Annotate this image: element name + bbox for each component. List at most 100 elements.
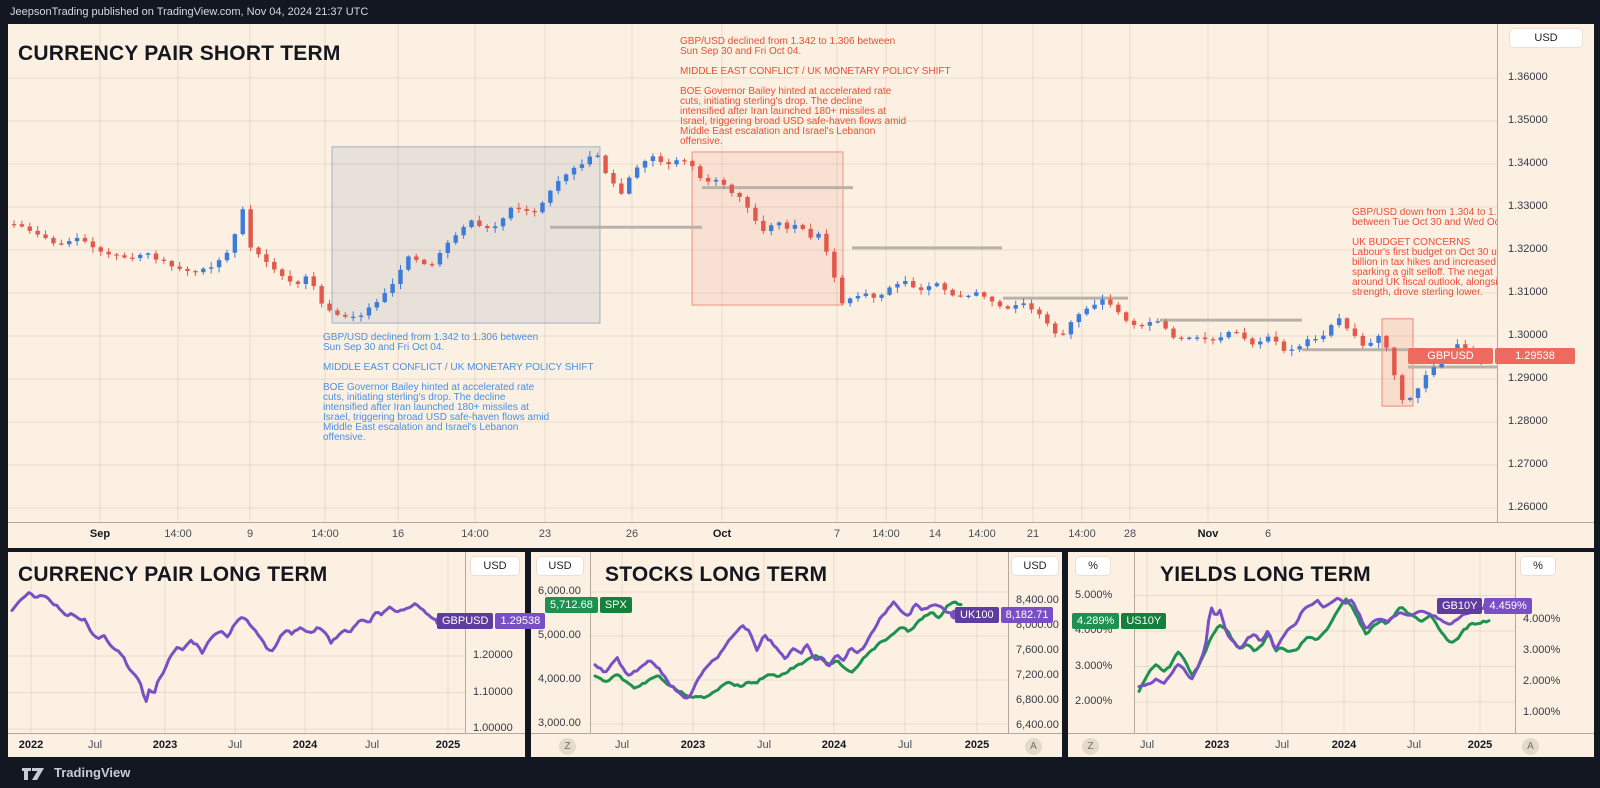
candlestick-svg — [8, 24, 1497, 522]
time-tick: 14:00 — [461, 528, 489, 540]
price-tick: 1.30000 — [1508, 329, 1548, 341]
last-price-label: GBPUSD 1.29538 — [1408, 347, 1575, 364]
time-tick: 2023 — [680, 739, 706, 751]
annotation-note: GBP/USD declined from 1.342 to 1.306 bet… — [680, 36, 951, 147]
price-tick: 1.32000 — [1508, 243, 1548, 255]
annotation-note: GBP/USD declined from 1.342 to 1.306 bet… — [323, 332, 594, 443]
chart-panel-stocks-long-term[interactable]: USD 6,000.00 5,000.00 4,000.00 3,000.00 USD… — [531, 552, 1062, 757]
axis-currency-button[interactable]: USD — [471, 557, 519, 575]
price-tick: 8,400.00 — [1016, 594, 1059, 606]
time-tick: 28 — [1123, 528, 1137, 540]
price-tick: 3.000% — [1523, 644, 1561, 656]
annotation-note: GBP/USD down from 1.304 to 1.2 between T… — [1352, 208, 1497, 298]
candlestick-plot-area[interactable]: GBP/USD declined from 1.342 to 1.306 bet… — [8, 24, 1497, 522]
time-tick: 2025 — [1467, 739, 1493, 751]
time-tick: 14:00 — [1068, 528, 1096, 540]
chart-panel-currency-long-term[interactable]: USD 1.20000 1.10000 1.00000 2022 Jul 2023 Jul… — [8, 552, 546, 757]
price-tick: 3,000.00 — [538, 717, 581, 729]
time-axis-yields[interactable]: Z A Jul 2023 Jul 2024 Jul 2025 — [1068, 733, 1594, 757]
time-tick: Nov — [1197, 528, 1219, 540]
auto-scale-button[interactable]: A — [1522, 738, 1539, 755]
series-price-label: 5,712.68 SPX — [545, 596, 632, 613]
price-tick: 5.000% — [1075, 588, 1113, 601]
time-tick: Sep — [89, 528, 111, 540]
axis-currency-button[interactable]: USD — [537, 557, 583, 575]
time-tick: 2022 — [18, 739, 44, 751]
line-chart-svg — [591, 552, 1008, 733]
chart-title-main: CURRENCY PAIR SHORT TERM — [18, 42, 341, 65]
price-tick: 1.20000 — [473, 649, 513, 661]
price-axis-fx[interactable]: USD 1.20000 1.10000 1.00000 — [465, 552, 525, 734]
price-tick: 3.000% — [1075, 659, 1113, 672]
price-axis-stocks-left[interactable]: USD 6,000.00 5,000.00 4,000.00 3,000.00 — [531, 552, 591, 733]
price-tick: 5,000.00 — [538, 629, 581, 641]
time-tick: 2025 — [964, 739, 990, 751]
time-tick: 2024 — [821, 739, 847, 751]
axis-currency-button[interactable]: USD — [1510, 29, 1582, 47]
price-tick: 2.000% — [1523, 675, 1561, 687]
price-tick: 6,800.00 — [1016, 694, 1059, 706]
price-tick: 6,000.00 — [538, 585, 581, 597]
tradingview-logo-icon — [22, 768, 44, 780]
candles — [11, 151, 1492, 405]
chart-panel-currency-short-term[interactable]: GBP/USD declined from 1.342 to 1.306 bet… — [8, 24, 1594, 548]
series-price-label: 4.289% US10Y — [1072, 612, 1167, 629]
series-price-label: UK100 8,182.71 — [955, 606, 1054, 623]
price-tick: 1.31000 — [1508, 286, 1548, 298]
time-tick: 6 — [1264, 528, 1272, 540]
tradingview-footer: TradingView — [0, 757, 1600, 788]
time-axis-fx[interactable]: 2022 Jul 2023 Jul 2024 Jul 2025 — [8, 733, 525, 757]
time-tick: Jul — [897, 739, 913, 751]
stocks-line-plot-area[interactable] — [591, 552, 1008, 733]
highlight-boxes — [331, 146, 1414, 407]
price-tick: 6,400.00 — [1016, 719, 1059, 731]
chart-title-stocks: STOCKS LONG TERM — [605, 563, 828, 586]
time-tick: 9 — [246, 528, 254, 540]
time-tick: Jul — [87, 739, 103, 751]
axis-unit-button[interactable]: % — [1076, 557, 1110, 575]
price-tick: 1.27000 — [1508, 458, 1548, 470]
time-tick: 2023 — [1204, 739, 1230, 751]
timezone-button[interactable]: Z — [1082, 738, 1099, 755]
time-axis-main[interactable]: Sep 14:00 9 14:00 16 14:00 23 26 Oct 7 14:00 14 14:0… — [8, 522, 1594, 548]
time-tick: 26 — [625, 528, 639, 540]
yields-line-plot-area[interactable] — [1135, 552, 1515, 733]
timezone-button[interactable]: Z — [559, 738, 576, 755]
price-axis-yields-right[interactable]: % 4.000% 3.000% 2.000% 1.000% — [1515, 552, 1594, 733]
grid-lines — [591, 552, 1008, 733]
price-tick: 1.26000 — [1508, 501, 1548, 513]
grid-lines — [8, 24, 1497, 522]
price-axis-stocks-right[interactable]: USD 8,400.00 8,000.00 7,600.00 7,200.00 6,80… — [1008, 552, 1062, 733]
price-tick: 7,600.00 — [1016, 644, 1059, 656]
time-tick: 14:00 — [164, 528, 192, 540]
time-tick: Jul — [227, 739, 243, 751]
price-tick: 1.10000 — [473, 685, 513, 698]
price-axis-main[interactable]: USD 1.36000 1.35000 1.34000 1.33000 1.32000 1… — [1497, 24, 1594, 522]
series-price-label: GB10Y 4.459% — [1437, 597, 1532, 614]
time-tick: 14 — [928, 528, 942, 540]
time-tick: Jul — [1139, 739, 1155, 751]
chart-panel-yields-long-term[interactable]: % 5.000% 4.000% 3.000% 2.000% % 4.000% 3.000… — [1068, 552, 1594, 757]
series-line-GBPUSD — [10, 591, 442, 703]
price-tick: 4.000% — [1523, 613, 1561, 625]
time-axis-stocks[interactable]: Z A Jul 2023 Jul 2024 Jul 2025 — [531, 733, 1062, 757]
time-tick: 2023 — [152, 739, 178, 751]
axis-currency-button[interactable]: USD — [1012, 557, 1058, 575]
price-tick: 4,000.00 — [538, 673, 581, 685]
tradingview-brand-text: TradingView — [54, 765, 131, 780]
series-line-GB10Y — [1137, 596, 1490, 689]
time-tick: Jul — [1406, 739, 1422, 751]
time-tick: 14:00 — [311, 528, 339, 540]
axis-unit-button[interactable]: % — [1521, 557, 1555, 575]
price-tick: 1.00000 — [473, 722, 513, 734]
price-tick: 1.36000 — [1508, 71, 1548, 83]
price-tick: 7,200.00 — [1016, 669, 1059, 681]
auto-scale-button[interactable]: A — [1025, 738, 1042, 755]
time-tick: Jul — [364, 739, 380, 751]
time-tick: Jul — [614, 739, 630, 751]
attribution-text: JeepsonTrading published on TradingView.… — [10, 6, 369, 18]
price-axis-yields-left[interactable]: % 5.000% 4.000% 3.000% 2.000% — [1068, 552, 1135, 733]
time-tick: 2024 — [292, 739, 318, 751]
time-tick: Jul — [756, 739, 772, 751]
chart-title-yields: YIELDS LONG TERM — [1160, 563, 1371, 586]
